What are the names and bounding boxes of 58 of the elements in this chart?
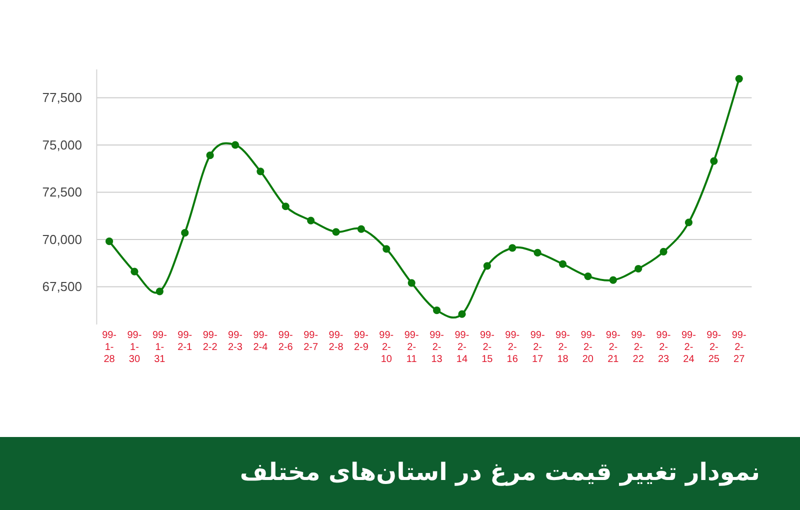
x-tick-label: 99-2-27 <box>732 330 746 365</box>
x-tick-label: 99-2-9 <box>354 330 369 353</box>
point <box>735 75 743 83</box>
point <box>458 310 466 318</box>
x-tick-label: 99-2-23 <box>656 330 671 365</box>
x-tick-label: 99-2-22 <box>631 330 646 365</box>
x-tick-label: 99-2-11 <box>404 330 419 365</box>
point <box>156 288 164 296</box>
x-tick-label: 99-2-18 <box>556 330 570 365</box>
point <box>508 244 516 252</box>
x-tick-label: 99-2-13 <box>430 330 444 365</box>
point <box>660 248 668 256</box>
point <box>558 260 567 268</box>
y-tick-label: 75,000 <box>42 137 82 152</box>
x-tick-label: 99-1-31 <box>152 330 167 365</box>
x-tick-label: 99-2-7 <box>304 330 318 353</box>
x-tick-label: 99-2-2 <box>202 330 218 353</box>
point <box>130 268 138 276</box>
x-tick-label: 99-2-25 <box>706 330 722 365</box>
x-tick-label: 99-2-1 <box>178 330 193 353</box>
point <box>256 168 264 176</box>
point <box>710 157 718 165</box>
x-tick-label: 99-2-8 <box>328 330 344 353</box>
point <box>584 272 592 280</box>
y-tick-label: 67,500 <box>42 279 82 294</box>
y-tick-label: 77,500 <box>42 90 82 106</box>
x-tick-label: 99-2-6 <box>278 330 294 353</box>
x-tick-label: 99-2-16 <box>505 330 520 365</box>
point <box>181 229 189 237</box>
point <box>432 306 441 314</box>
y-tick-label: 72,500 <box>42 184 82 200</box>
point <box>634 264 642 273</box>
point <box>684 218 693 226</box>
x-tick-label: 99-2-20 <box>580 330 596 365</box>
point <box>282 202 290 210</box>
point <box>231 141 240 149</box>
text: نمودار تغییر قیمت مرغ در استان‌های مختلف <box>240 458 760 486</box>
point <box>206 152 214 160</box>
x-tick-label: 99-2-21 <box>606 330 620 365</box>
x-tick-label: 99-2-10 <box>379 330 394 365</box>
y-tick-label: 70,000 <box>42 232 82 247</box>
point <box>332 228 340 236</box>
x-tick-label: 99-2-24 <box>681 330 696 365</box>
point <box>105 238 114 246</box>
point <box>307 216 315 224</box>
x-tick-label: 99-2-4 <box>253 330 268 353</box>
point <box>534 248 542 256</box>
point <box>609 276 617 284</box>
x-tick-label: 99-2-15 <box>480 330 494 365</box>
x-tick-label: 99-2-17 <box>530 330 545 365</box>
x-tick-label: 99-1-30 <box>127 330 142 365</box>
x-tick-label: 99-2-3 <box>228 330 243 353</box>
point <box>357 225 366 233</box>
x-tick-label: 99-2-14 <box>454 330 470 365</box>
point <box>483 262 491 270</box>
point <box>408 279 416 287</box>
point <box>382 245 390 253</box>
x-tick-label: 99-1-28 <box>102 330 117 365</box>
